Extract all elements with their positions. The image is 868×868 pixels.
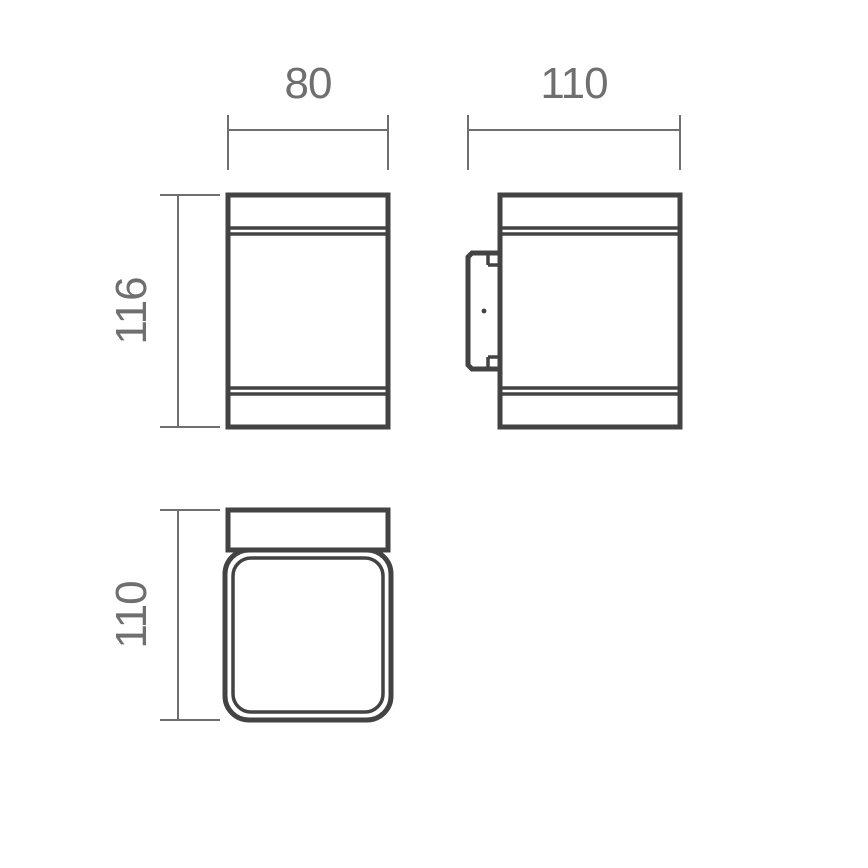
dim-top-depth-label: 110 [107, 581, 156, 648]
dim-side-width-label: 110 [540, 59, 607, 108]
top-body-outline [225, 550, 391, 720]
front-view: 80 116 [107, 59, 388, 427]
front-body-outline [228, 195, 388, 427]
side-view: 110 [468, 59, 680, 427]
top-body-inner [233, 558, 383, 712]
dim-front-height-label: 116 [107, 277, 156, 344]
top-back-plate [228, 510, 388, 550]
dim-front-width-label: 80 [285, 59, 332, 108]
technical-drawing: 80 116 110 [0, 0, 868, 868]
dim-front-width: 80 [228, 59, 388, 170]
side-body-outline [500, 195, 680, 427]
dim-top-depth: 110 [107, 510, 220, 720]
top-view: 110 [107, 510, 391, 720]
screw-hole [482, 309, 487, 314]
dim-front-height: 116 [107, 195, 220, 427]
side-mount-plate [468, 253, 500, 369]
dim-side-width: 110 [468, 59, 680, 170]
